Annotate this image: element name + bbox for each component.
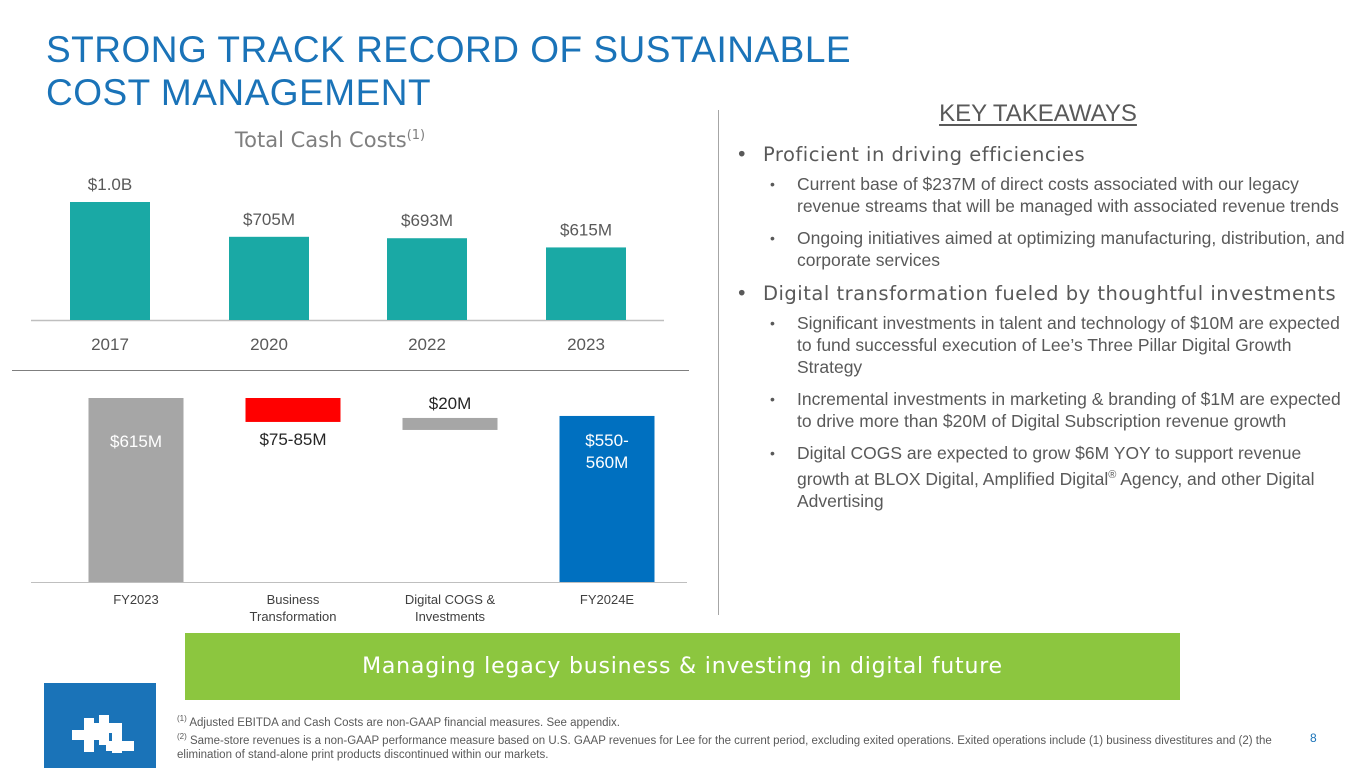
takeaway-1-item-1: Current base of $237M of direct costs as…: [735, 173, 1345, 217]
footnote-1: (1) Adjusted EBITDA and Cash Costs are n…: [177, 712, 1302, 730]
bar-2020: [229, 236, 309, 320]
chart1-title-footnote: (1): [406, 128, 426, 143]
vertical-divider: [718, 110, 719, 615]
page-title-line-2: COST MANAGEMENT: [46, 72, 432, 113]
bar-value-label: $615M: [560, 220, 612, 239]
footnote-1-marker: (1): [177, 714, 187, 723]
x-tick-label: Transformation: [250, 609, 337, 624]
key-takeaways-list: Proficient in driving efficiencies Curre…: [735, 142, 1345, 522]
bar-value-label: $615M: [110, 432, 162, 451]
takeaway-1-item-2: Ongoing initiatives aimed at optimizing …: [735, 227, 1345, 271]
bar-value-label: $1.0B: [88, 175, 132, 194]
bar-value-label: $550-: [585, 431, 628, 450]
takeaway-2: Digital transformation fueled by thought…: [735, 281, 1345, 306]
footnote-2-marker: (2): [177, 731, 187, 741]
x-tick-label: 2022: [408, 335, 446, 354]
bar-fy2023: [88, 398, 184, 582]
x-tick-label: 2023: [567, 335, 605, 354]
chart-separator: [12, 370, 689, 371]
chart1-title-text: Total Cash Costs: [234, 128, 407, 152]
takeaway-2-item-3-text-end: Agency, and other Digital Advertising: [797, 468, 1315, 511]
x-tick-label: FY2023: [113, 592, 159, 607]
bar-2017: [70, 202, 150, 320]
x-tick-label: Investments: [415, 609, 486, 624]
footnote-2: (2) Same-store revenues is a non-GAAP pe…: [177, 730, 1302, 762]
bar-2023: [546, 247, 626, 320]
x-tick-label: Business: [267, 592, 320, 607]
takeaway-1: Proficient in driving efficiencies: [735, 142, 1345, 167]
key-takeaways-heading: KEY TAKEAWAYS: [939, 100, 1137, 127]
takeaway-2-item-2: Incremental investments in marketing & b…: [735, 388, 1345, 432]
x-tick-label: Digital COGS &: [405, 592, 496, 607]
takeaway-2-item-1: Significant investments in talent and te…: [735, 312, 1345, 378]
total-cash-costs-chart: $1.0B 2017 $705M 2020 $693M 2022 $615M 2023: [31, 175, 664, 354]
takeaway-2-item-3-text: Digital COGS are expected to grow $6M YO…: [797, 443, 1302, 489]
registered-mark: ®: [1108, 469, 1117, 481]
bar-value-label: $75-85M: [259, 430, 326, 449]
footnotes: (1) Adjusted EBITDA and Cash Costs are n…: [177, 712, 1302, 762]
bar-business-transformation: [245, 398, 341, 422]
bar-2022: [387, 238, 467, 320]
x-tick-label: 2020: [250, 335, 288, 354]
page-title-line-1: STRONG TRACK RECORD OF SUSTAINABLE: [46, 29, 852, 70]
bar-digital-cogs: [402, 417, 498, 430]
footnote-1-text: Adjusted EBITDA and Cash Costs are non-G…: [189, 716, 620, 729]
bar-value-label: $693M: [401, 211, 453, 230]
footnote-2-text: Same-store revenues is a non-GAAP perfor…: [177, 734, 1272, 761]
x-tick-label: 2017: [91, 335, 129, 354]
bar-value-label: $20M: [429, 394, 472, 413]
page-number: 8: [1310, 731, 1317, 745]
logo-mark-icon: [72, 715, 134, 753]
company-logo: [44, 683, 156, 768]
page-title: STRONG TRACK RECORD OF SUSTAINABLE COST …: [46, 28, 946, 114]
x-tick-label: FY2024E: [580, 592, 635, 607]
bar-fy2024e: [559, 415, 655, 582]
bar-value-label: $705M: [243, 210, 295, 229]
summary-banner: Managing legacy business & investing in …: [185, 633, 1180, 700]
bar-value-label: 560M: [586, 453, 629, 472]
chart1-title: Total Cash Costs(1): [180, 128, 480, 152]
cost-waterfall-chart: $615M $75-85M $20M $550- 560M FY2023 Business T…: [31, 394, 687, 624]
takeaway-2-item-3: Digital COGS are expected to grow $6M YO…: [735, 442, 1345, 512]
